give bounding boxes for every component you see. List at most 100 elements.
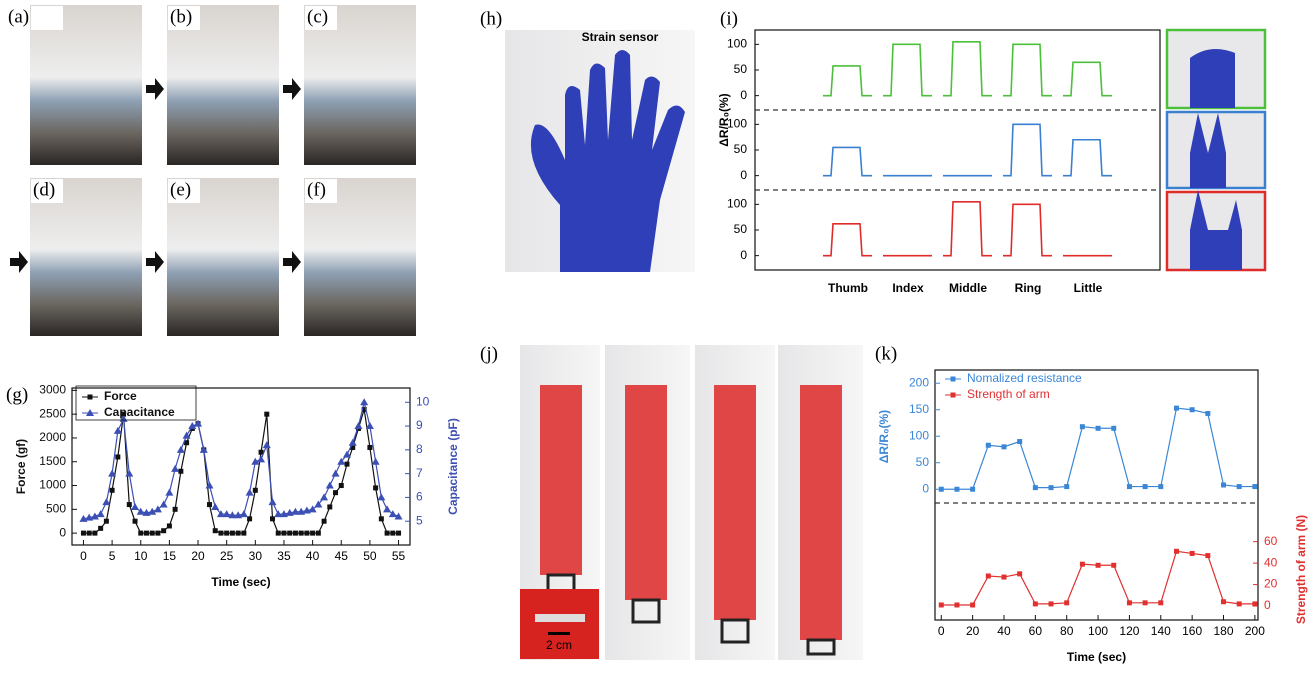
panel-label: (k) [875, 343, 897, 364]
pulse [1003, 204, 1052, 255]
y-tick-label: 50 [734, 222, 748, 236]
y-tick-label: 50 [734, 62, 748, 76]
marker [200, 446, 208, 453]
x-tick-label: 100 [1088, 624, 1108, 638]
photos-a-f [10, 5, 416, 336]
marker [354, 422, 362, 429]
legend-label: Force [104, 389, 137, 403]
marker [373, 485, 378, 490]
y-axis-title: ΔR/R₀(%) [717, 93, 731, 146]
marker [110, 488, 115, 493]
marker [269, 498, 277, 505]
x-tick-label: 20 [191, 549, 205, 563]
marker [970, 602, 975, 607]
x-tick-label: 180 [1213, 624, 1233, 638]
x-tick-label: 160 [1182, 624, 1202, 638]
marker [1174, 406, 1179, 411]
marker [1158, 600, 1163, 605]
y2-tick-label: 60 [1264, 534, 1278, 548]
x-tick-label: 80 [1060, 624, 1074, 638]
marker [81, 531, 86, 536]
sample [535, 614, 585, 622]
panel-label: (e) [170, 179, 191, 200]
pulse [883, 44, 932, 95]
marker [343, 451, 351, 458]
pulse [1003, 124, 1052, 175]
marker [98, 526, 103, 531]
marker [138, 531, 143, 536]
marker [1174, 549, 1179, 554]
panel-label: (j) [480, 343, 498, 364]
marker [281, 531, 286, 536]
pulse [1063, 62, 1112, 95]
marker [951, 393, 956, 398]
marker [230, 531, 235, 536]
marker [1017, 571, 1022, 576]
y2-tick-label: 9 [416, 418, 423, 432]
marker [372, 458, 380, 465]
x-tick-label: 10 [134, 549, 148, 563]
y2-tick-label: 40 [1264, 555, 1278, 569]
marker [1237, 484, 1242, 489]
y-tick-label: 3000 [39, 383, 66, 397]
annotation: Strain sensor [582, 30, 659, 44]
marker [133, 519, 138, 524]
marker [326, 482, 334, 489]
figure: (a) (b) (c) (d) (e) (f) (g) (h) (i) (j) … [0, 0, 1316, 676]
marker [115, 454, 120, 459]
label-box [31, 6, 63, 30]
marker [263, 441, 271, 448]
pulse [1063, 140, 1112, 176]
x-tick-label: 0 [938, 624, 945, 638]
marker [1080, 424, 1085, 429]
band [800, 385, 842, 640]
marker [385, 531, 390, 536]
x-tick-label: 20 [966, 624, 980, 638]
marker [396, 531, 401, 536]
marker [160, 501, 168, 508]
marker [367, 445, 372, 450]
y-tick-label: 50 [734, 142, 748, 156]
x-tick-label: 45 [335, 549, 349, 563]
marker [114, 427, 122, 434]
y2-tick-label: 8 [416, 442, 423, 456]
y2-axis-title: Capacitance (pF) [446, 418, 460, 515]
marker [1017, 439, 1022, 444]
y-tick-label: 50 [916, 455, 930, 469]
marker [1252, 484, 1257, 489]
marker [1080, 562, 1085, 567]
photo-h [505, 30, 695, 272]
marker [213, 528, 218, 533]
marker [144, 531, 149, 536]
plot-frame [755, 30, 1160, 270]
x-tick-label: 40 [997, 624, 1011, 638]
pulse [823, 66, 872, 96]
marker [1221, 599, 1226, 604]
x-axis-title: Time (sec) [211, 575, 270, 589]
panel-label: (b) [170, 6, 192, 27]
x-tick-label: 200 [1245, 624, 1265, 638]
x-tick-label: Ring [1015, 281, 1042, 295]
marker [276, 531, 281, 536]
marker [1111, 563, 1116, 568]
marker [211, 503, 219, 510]
marker [1049, 601, 1054, 606]
legend-label: Nomalized resistance [967, 371, 1082, 385]
marker [1143, 600, 1148, 605]
y-axis-title: ΔR/R₀(%) [877, 410, 891, 463]
marker [1111, 426, 1116, 431]
band [625, 385, 667, 600]
marker [1127, 600, 1132, 605]
marker [1252, 601, 1257, 606]
marker [241, 531, 246, 536]
marker [1205, 553, 1210, 558]
panel-label: (c) [307, 6, 328, 27]
y-tick-label: 2000 [39, 430, 66, 444]
y-tick-label: 0 [922, 481, 929, 495]
marker [161, 528, 166, 533]
marker [240, 510, 248, 517]
y2-tick-label: 20 [1264, 577, 1278, 591]
plot-frame [935, 370, 1258, 620]
panel-label: (f) [307, 179, 326, 200]
marker [390, 531, 395, 536]
